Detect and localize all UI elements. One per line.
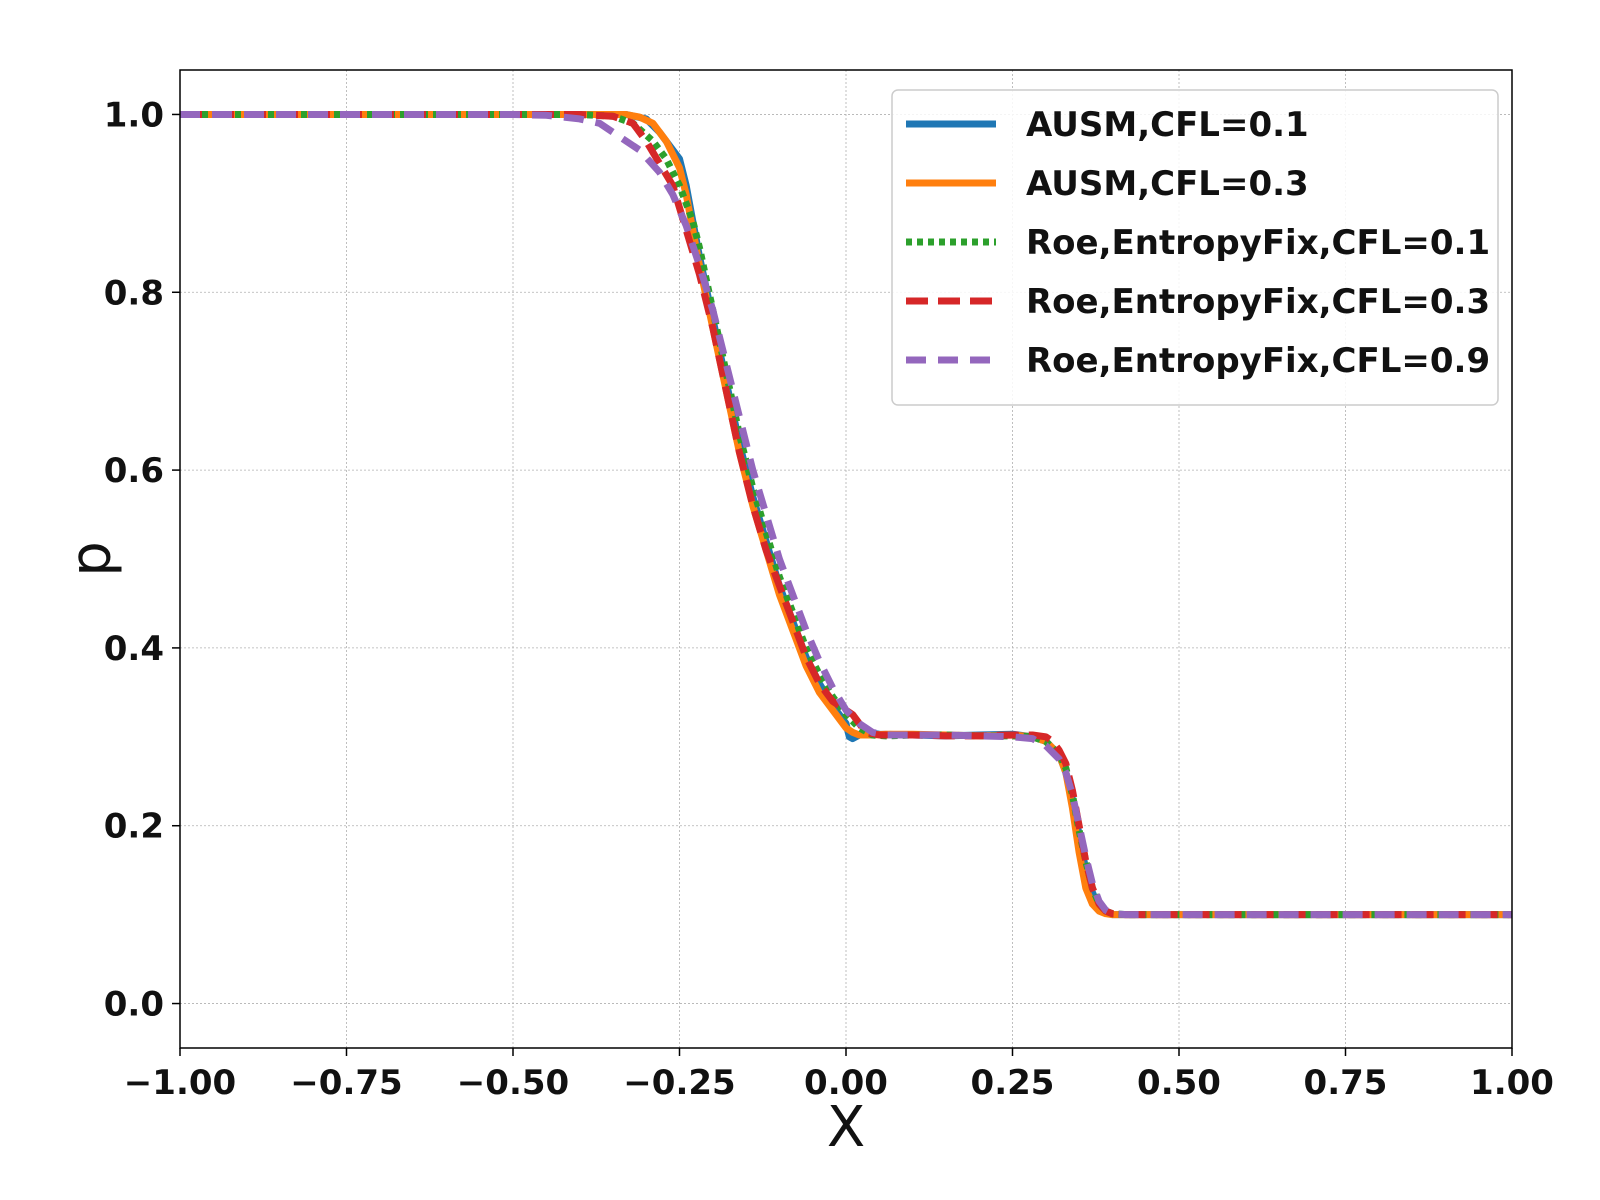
- legend-label: Roe,EntropyFix,CFL=0.3: [1026, 282, 1490, 322]
- x-tick-label: −0.25: [623, 1063, 735, 1103]
- y-tick-label: 0.2: [104, 807, 164, 847]
- x-tick-label: −0.50: [457, 1063, 569, 1103]
- series-line: [180, 111, 1512, 919]
- y-tick-label: 0.8: [104, 273, 164, 313]
- y-tick-label: 0.0: [104, 985, 164, 1025]
- x-axis-title: X: [827, 1095, 865, 1160]
- tick-layer: −1.00 −0.75 −0.50 −0.25 0.00 0.25 0.50 0.75 1.00…: [104, 95, 1554, 1103]
- y-axis-title: p: [59, 541, 124, 577]
- series-layer: [180, 111, 1512, 919]
- y-tick-label: 1.0: [104, 95, 164, 135]
- y-tick-label: 0.6: [104, 451, 164, 491]
- x-tick-label: 0.25: [971, 1063, 1055, 1103]
- legend-label: Roe,EntropyFix,CFL=0.1: [1026, 223, 1490, 263]
- y-tick-label: 0.4: [104, 629, 164, 669]
- legend-label: Roe,EntropyFix,CFL=0.9: [1026, 341, 1490, 381]
- x-tick-label: −1.00: [124, 1063, 236, 1103]
- x-tick-label: 0.50: [1137, 1063, 1221, 1103]
- x-tick-label: −0.75: [290, 1063, 402, 1103]
- legend: AUSM,CFL=0.1 AUSM,CFL=0.3 Roe,EntropyFix,C…: [891, 89, 1499, 406]
- x-tick-label: 0.00: [804, 1063, 888, 1103]
- legend-label: AUSM,CFL=0.1: [1026, 105, 1309, 145]
- legend-box: [891, 89, 1499, 406]
- x-tick-label: 0.75: [1304, 1063, 1388, 1103]
- legend-label: AUSM,CFL=0.3: [1026, 164, 1309, 204]
- x-tick-label: 1.00: [1470, 1063, 1554, 1103]
